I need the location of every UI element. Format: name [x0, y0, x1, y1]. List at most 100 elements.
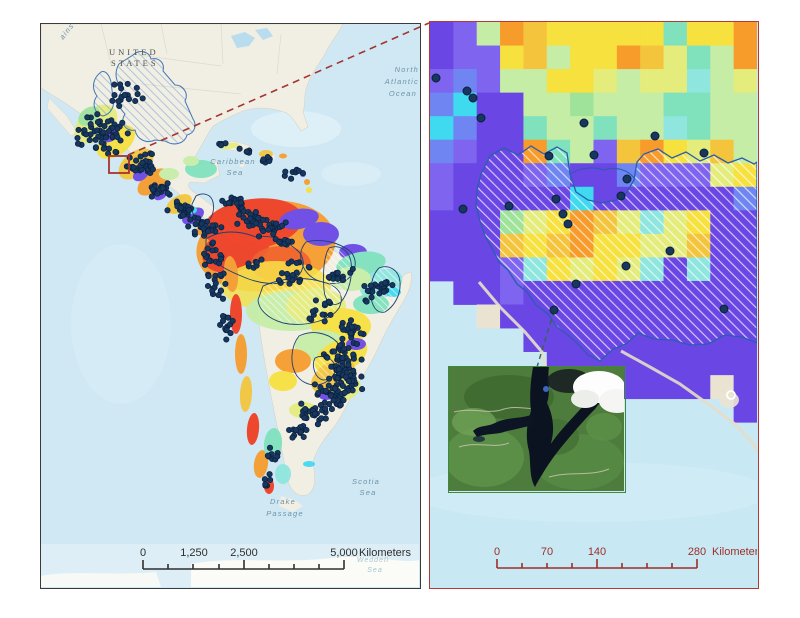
raster-cell: [500, 92, 524, 117]
raster-cell: [733, 351, 757, 376]
occurrence-point: [301, 414, 308, 421]
sat-clouds: [571, 371, 624, 413]
occurrence-point: [264, 452, 271, 459]
left-scalebar-unit: Kilometers: [359, 547, 411, 559]
raster-cell: [616, 92, 641, 117]
raster-cell: [476, 45, 501, 70]
basin-boundary-bump: [569, 167, 635, 179]
antarctica-ice: [191, 557, 419, 587]
occurrence-point: [312, 297, 319, 304]
occurrence-point: [339, 335, 346, 342]
raster-cell: [640, 375, 664, 400]
raster-cell: [616, 45, 641, 70]
inset-leader-line: [536, 310, 555, 368]
occurrence-point: [149, 186, 156, 193]
occurrence-point: [285, 260, 292, 267]
occurrence-point: [139, 159, 146, 166]
raster-cell: [616, 22, 641, 46]
occurrence-point: [289, 271, 296, 279]
sat-river-branch: [533, 397, 601, 483]
occurrence-point: [265, 226, 272, 233]
occurrence-point: [223, 327, 230, 334]
occurrence-point: [322, 405, 329, 412]
label-united-states-line1: UNITED: [109, 47, 159, 57]
sat-marker: [543, 386, 549, 392]
raster-cell: [546, 45, 571, 70]
raster-cell: [686, 116, 711, 141]
raster-cell: [430, 116, 454, 141]
occurrence-point: [274, 453, 281, 460]
occurrence-point: [348, 323, 355, 331]
raster-cell: [546, 22, 571, 46]
raster-cell: [430, 163, 454, 188]
occurrence-point: [322, 415, 329, 422]
occurrence-point: [364, 287, 371, 294]
occurrence-point: [133, 84, 140, 91]
raster-cell: [663, 92, 688, 117]
occurrence-point: [324, 354, 331, 361]
zoom-map-panel: 0 70 140 280 Kilometers: [429, 21, 759, 589]
occurrence-point: [278, 270, 286, 277]
occurrence-point: [192, 221, 199, 228]
label-weddell-2: Sea: [367, 567, 382, 574]
occurrence-point: [322, 387, 329, 394]
raster-cell: [710, 116, 735, 141]
occurrence-point: [245, 260, 252, 267]
occurrence-point: [549, 305, 559, 315]
raster-cell: [453, 280, 478, 305]
occurrence-point: [382, 279, 389, 286]
raster-cell: [570, 45, 594, 70]
occurrence-point: [219, 295, 227, 302]
occurrence-point: [504, 201, 514, 211]
occurrence-point: [204, 228, 212, 235]
raster-cell: [523, 304, 548, 329]
occurrence-point: [125, 96, 133, 103]
label-scotia-1: Scotia: [352, 477, 380, 486]
occurrence-point: [236, 211, 243, 218]
occurrence-point: [154, 190, 161, 197]
occurrence-point: [121, 91, 128, 98]
occurrence-point: [350, 351, 357, 358]
occurrence-point: [105, 150, 112, 157]
raster-cell: [453, 163, 478, 188]
label-united-states-line2: STATES: [111, 58, 159, 68]
raster-cell: [453, 186, 478, 211]
occurrence-point: [86, 137, 93, 144]
label-north-atlantic-3: Ocean: [389, 89, 417, 98]
occurrence-point: [115, 98, 122, 105]
occurrence-point: [159, 185, 166, 192]
occurrence-point: [579, 118, 589, 128]
coastline-strip-west: [477, 281, 549, 375]
occurrence-point: [305, 263, 312, 271]
raster-cell: [546, 328, 571, 352]
label-caribbean-1: Caribbean: [210, 157, 255, 166]
raster-cell: [593, 22, 618, 46]
zoom-extent-rectangle[interactable]: [108, 155, 130, 174]
occurrence-point: [134, 91, 141, 98]
raster-cell: [453, 233, 478, 258]
occurrence-point: [185, 223, 192, 230]
occurrence-point: [551, 194, 561, 204]
right-scalebar-280: 280: [688, 546, 706, 558]
occurrence-point: [247, 215, 254, 222]
occurrence-point: [270, 230, 277, 238]
shallow-water: [321, 162, 381, 186]
occurrence-point: [258, 256, 265, 263]
occurrence-point: [328, 406, 335, 413]
raster-cell: [523, 116, 548, 141]
raster-cell: [453, 69, 478, 94]
occurrence-point: [201, 250, 208, 257]
raster-cell: [686, 69, 711, 94]
occurrence-point: [321, 318, 328, 325]
raster-cell: [430, 233, 454, 258]
label-caribbean-2: Sea: [227, 168, 244, 177]
raster-cell: [710, 351, 735, 376]
occurrence-point: [212, 280, 219, 287]
label-weddell-1: Weddell: [357, 557, 389, 564]
raster-cell: [453, 139, 478, 164]
raster-cell: [453, 257, 478, 282]
label-drake-1: Drake: [270, 497, 296, 506]
raster-cell: [593, 92, 618, 117]
occurrence-point: [303, 426, 310, 434]
